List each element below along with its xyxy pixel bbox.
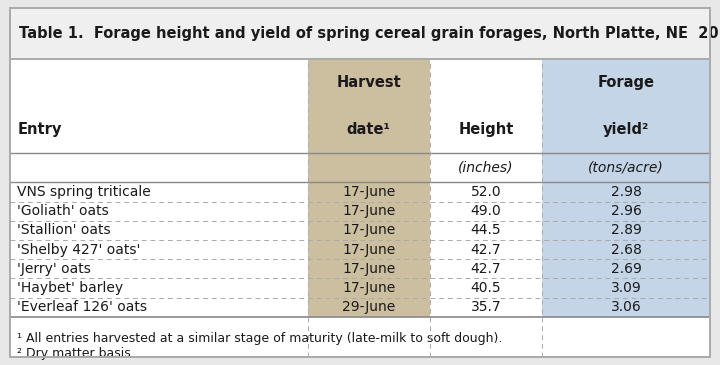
Text: date¹: date¹ <box>347 122 391 137</box>
Text: 'Goliath' oats: 'Goliath' oats <box>17 204 109 218</box>
Text: 52.0: 52.0 <box>471 185 501 199</box>
Text: ² Dry matter basis.: ² Dry matter basis. <box>17 347 135 360</box>
Text: 3.06: 3.06 <box>611 300 642 314</box>
Text: 17-June: 17-June <box>342 223 395 238</box>
Text: Entry: Entry <box>17 122 62 137</box>
Text: 17-June: 17-June <box>342 185 395 199</box>
Text: 2.69: 2.69 <box>611 262 642 276</box>
Text: Harvest: Harvest <box>336 75 401 90</box>
Text: 2.89: 2.89 <box>611 223 642 238</box>
Text: 'Shelby 427' oats': 'Shelby 427' oats' <box>17 243 140 257</box>
Text: 42.7: 42.7 <box>471 243 501 257</box>
Text: 'Jerry' oats: 'Jerry' oats <box>17 262 91 276</box>
Text: (inches): (inches) <box>458 161 514 175</box>
Text: 3.09: 3.09 <box>611 281 642 295</box>
Text: 2.96: 2.96 <box>611 204 642 218</box>
Text: 17-June: 17-June <box>342 281 395 295</box>
Text: 'Everleaf 126' oats: 'Everleaf 126' oats <box>17 300 148 314</box>
Bar <box>430 59 542 182</box>
Text: Forage: Forage <box>598 75 654 90</box>
Bar <box>542 182 710 317</box>
Text: 2.68: 2.68 <box>611 243 642 257</box>
Text: 'Stallion' oats: 'Stallion' oats <box>17 223 111 238</box>
Bar <box>10 59 307 182</box>
Text: VNS spring triticale: VNS spring triticale <box>17 185 151 199</box>
Text: 17-June: 17-June <box>342 243 395 257</box>
Text: 17-June: 17-June <box>342 204 395 218</box>
Text: yield²: yield² <box>603 122 649 137</box>
Bar <box>542 59 710 182</box>
Bar <box>307 182 430 317</box>
Text: 'Haybet' barley: 'Haybet' barley <box>17 281 123 295</box>
Text: 29-June: 29-June <box>342 300 395 314</box>
Text: 35.7: 35.7 <box>471 300 501 314</box>
Text: 44.5: 44.5 <box>471 223 501 238</box>
Bar <box>10 182 307 317</box>
Text: 49.0: 49.0 <box>471 204 501 218</box>
Bar <box>307 59 430 182</box>
Bar <box>10 8 710 59</box>
Text: ¹ All entries harvested at a similar stage of maturity (late-milk to soft dough): ¹ All entries harvested at a similar sta… <box>17 332 503 345</box>
Text: 17-June: 17-June <box>342 262 395 276</box>
Text: 42.7: 42.7 <box>471 262 501 276</box>
Text: (tons/acre): (tons/acre) <box>588 161 664 175</box>
Bar <box>430 182 542 317</box>
Text: Height: Height <box>459 122 513 137</box>
Text: 2.98: 2.98 <box>611 185 642 199</box>
Text: 40.5: 40.5 <box>471 281 501 295</box>
Text: Table 1.  Forage height and yield of spring cereal grain forages, North Platte, : Table 1. Forage height and yield of spri… <box>19 26 720 41</box>
